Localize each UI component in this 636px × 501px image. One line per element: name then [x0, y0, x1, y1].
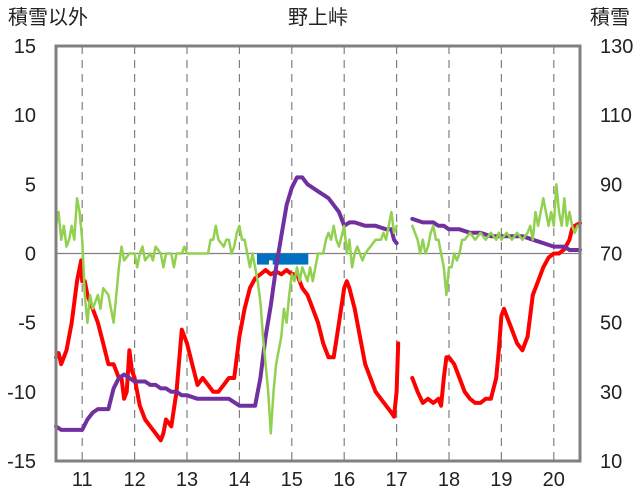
x-tick-label: 18: [438, 469, 460, 491]
y-tick-label-left: -10: [7, 382, 36, 404]
right-axis-ticks: 130 110 90 70 50 30 10: [600, 36, 633, 473]
left-axis-label: 積雪以外: [8, 6, 88, 29]
x-tick-label: 13: [176, 469, 198, 491]
snow_depth-line-1: [54, 175, 399, 432]
plot-frame: [54, 44, 582, 463]
x-axis-ticks: 11 12 13 14 15 16 17 18 19 20: [72, 469, 565, 491]
y-tick-label-right: 110: [600, 105, 632, 127]
x-tick-label: 19: [490, 469, 512, 491]
snow_depth-line-2: [410, 216, 582, 252]
y-tick-label-left: 0: [25, 244, 36, 266]
y-tick-label-left: -5: [18, 313, 36, 335]
y-tick-label-right: 130: [600, 36, 633, 58]
left-axis-ticks: 15 10 5 0 -5 -10 -15: [7, 36, 36, 473]
x-tick-label: 16: [333, 469, 355, 491]
series-lines: [54, 175, 582, 443]
x-tick-label: 14: [228, 469, 250, 491]
precip-bar: [262, 253, 275, 261]
wind-line-2: [411, 183, 582, 297]
y-tick-label-right: 70: [600, 244, 622, 266]
y-tick-label-right: 30: [600, 382, 622, 404]
y-tick-label-left: 10: [14, 105, 36, 127]
wind-line-1: [54, 196, 398, 435]
y-tick-label-left: -15: [7, 451, 36, 473]
temperature-line-2: [410, 221, 582, 408]
y-tick-label-right: 10: [600, 451, 622, 473]
y-tick-label-right: 50: [600, 313, 622, 335]
temperature-line-1: [54, 258, 401, 443]
x-tick-label: 20: [543, 469, 565, 491]
precip-bar: [285, 253, 298, 265]
x-tick-label: 17: [385, 469, 407, 491]
precip-bar: [296, 253, 309, 265]
x-tick-label: 12: [123, 469, 145, 491]
y-tick-label-right: 90: [600, 174, 622, 196]
precip-bar: [277, 253, 290, 265]
right-axis-label: 積雪: [590, 6, 630, 29]
chart-title: 野上峠: [288, 6, 348, 29]
y-tick-label-left: 15: [14, 36, 36, 58]
precip-bars: [256, 253, 309, 265]
x-tick-label: 15: [281, 469, 303, 491]
x-tick-label: 11: [72, 469, 93, 491]
y-tick-label-left: 5: [25, 174, 36, 196]
